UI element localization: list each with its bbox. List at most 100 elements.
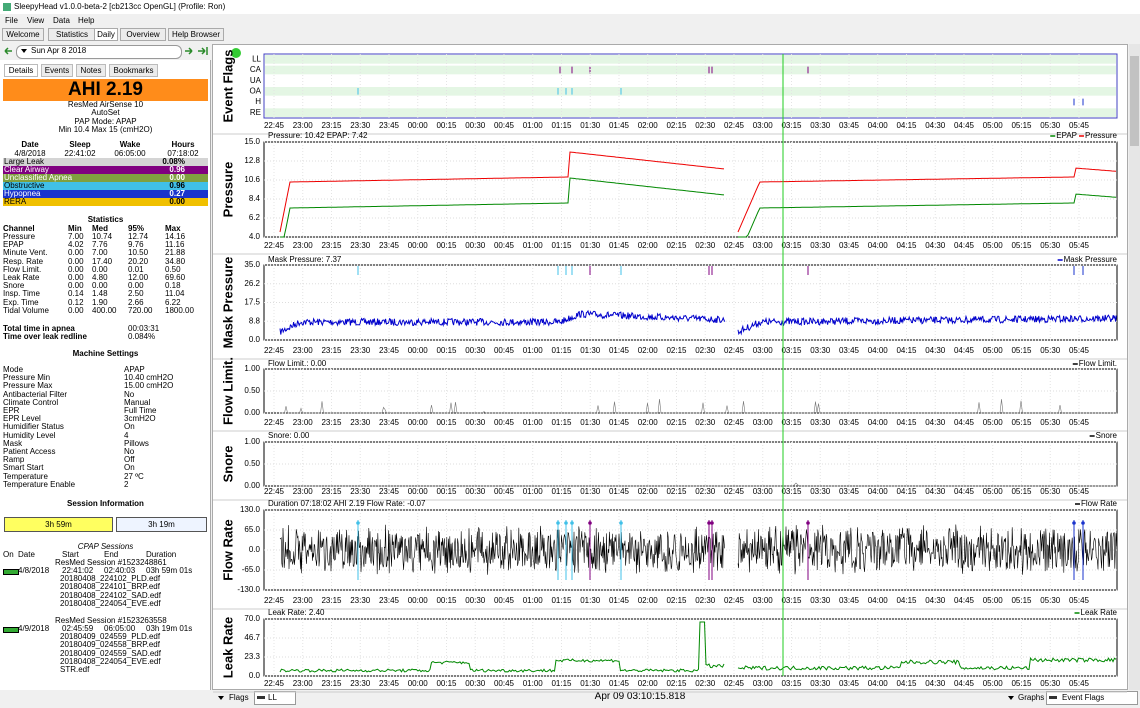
stats-cell: 0.00: [128, 281, 144, 291]
index-value: 0.96: [169, 181, 185, 190]
stats-cell: Minute Vent.: [3, 248, 48, 258]
stats-cell: 4.80: [92, 273, 108, 282]
menu-item[interactable]: Data: [53, 16, 70, 25]
menu-item[interactable]: Help: [78, 16, 95, 25]
side-tab[interactable]: Details: [4, 64, 38, 77]
session-end: 06:05:00: [104, 624, 136, 633]
setting-cell: Mode: [3, 365, 24, 374]
index-row: [3, 198, 208, 206]
flag-swatch: [257, 696, 265, 699]
setting-cell: Humidity Level: [3, 430, 56, 440]
stats-cell: 0.01: [128, 264, 144, 274]
total-cell: 0.084%: [128, 332, 156, 342]
stats-cell: 7.00: [68, 232, 84, 241]
session-header: Date: [18, 550, 35, 559]
session-duration: 03h 59m 01s: [146, 566, 193, 575]
setting-cell: 3cmH2O: [124, 414, 156, 424]
stats-cell: 0.00: [68, 264, 84, 274]
stats-cell: Leak Rate: [3, 273, 40, 282]
index-value: 0.08%: [162, 157, 185, 166]
stats-cell: Flow Limit.: [3, 264, 42, 274]
stats-cell: 1.90: [92, 297, 108, 307]
menu-item[interactable]: File: [5, 16, 18, 25]
stats-cell: Resp. Rate: [3, 256, 44, 266]
title-bar: [0, 0, 1140, 14]
stats-cell: 7.76: [92, 240, 108, 250]
menu-item[interactable]: View: [27, 16, 45, 25]
setting-cell: Manual: [124, 397, 151, 407]
session-header: Duration: [146, 550, 177, 559]
sleep-header: Wake: [119, 140, 141, 149]
setting-cell: 27 ºC: [124, 471, 144, 481]
stats-cell: 0.18: [165, 281, 181, 291]
tab[interactable]: Daily: [94, 28, 118, 41]
stats-cell: Snore: [3, 281, 25, 291]
setting-cell: Temperature: [3, 471, 48, 481]
session-file: 20180408_224101_BRP.edf: [60, 582, 160, 592]
graph-value: Event Flags: [1062, 693, 1105, 702]
index-row: [3, 174, 208, 182]
stats-header: 95%: [128, 224, 145, 233]
sleep-value: 22:41:02: [64, 149, 96, 158]
stats-cell: 0.00: [92, 264, 108, 274]
tab[interactable]: Welcome: [2, 28, 44, 41]
index-name: Large Leak: [4, 157, 45, 166]
session-file: 20180409_024558_BRP.edf: [60, 640, 160, 650]
setting-cell: 4: [124, 430, 129, 440]
stats-cell: Tidal Volume: [3, 305, 49, 315]
index-name: Hypopnea: [4, 189, 41, 198]
setting-cell: Ramp: [3, 455, 25, 465]
side-tab[interactable]: Bookmarks: [109, 64, 158, 77]
index-value: 0.00: [169, 173, 185, 182]
scrollbar[interactable]: [1129, 44, 1140, 690]
side-tab[interactable]: Notes: [76, 64, 106, 77]
session-file: 20180408_224102_PLD.edf: [60, 574, 161, 583]
stats-cell: 0.50: [165, 264, 181, 274]
session-bar[interactable]: 3h 19m: [116, 517, 207, 532]
sleep-value: 07:18:02: [167, 149, 199, 158]
tab[interactable]: Help Browser: [168, 28, 224, 41]
scroll-thumb[interactable]: [1130, 56, 1139, 146]
session-name: ResMed Session #1523263558: [55, 616, 167, 625]
stats-header: Channel: [3, 224, 35, 233]
index-row: [3, 166, 208, 174]
list-title: CPAP Sessions: [77, 542, 134, 551]
tab[interactable]: Statistics: [48, 28, 96, 41]
ahi-box: AHI 2.19: [3, 79, 208, 101]
stats-cell: 1.48: [92, 289, 108, 299]
window-title: SleepyHead v1.0.0-beta-2 [cb213cc OpenGL…: [14, 2, 226, 11]
stats-cell: Insp. Time: [3, 289, 40, 299]
setting-cell: On: [124, 463, 135, 473]
stats-header: Max: [165, 224, 181, 233]
index-value: 0.00: [169, 197, 185, 206]
date-combo[interactable]: [16, 45, 182, 59]
setting-cell: On: [124, 422, 135, 432]
section-title: Statistics: [87, 215, 124, 224]
setting-cell: 2: [124, 479, 129, 489]
graphs-button[interactable]: Graphs: [1018, 693, 1045, 702]
setting-cell: 10.40 cmH2O: [124, 373, 174, 383]
index-row: [3, 158, 208, 166]
setting-cell: Pressure Max: [3, 381, 53, 391]
stats-cell: Pressure: [3, 232, 36, 241]
stats-cell: 34.80: [165, 256, 186, 266]
stats-header: Min: [68, 224, 82, 233]
session-start: 22:41:02: [62, 566, 94, 575]
tab[interactable]: Overview: [120, 28, 166, 41]
stats-cell: 14.16: [165, 232, 186, 241]
section-title: Session Information: [67, 499, 144, 508]
sleep-value: 06:05:00: [114, 149, 146, 158]
index-value: 0.27: [169, 189, 185, 198]
setting-cell: Pillows: [124, 438, 149, 448]
session-duration: 03h 19m 01s: [146, 624, 193, 633]
side-tab[interactable]: Events: [41, 64, 73, 77]
session-toggle[interactable]: [3, 569, 19, 575]
session-bar[interactable]: 3h 59m: [4, 517, 113, 532]
setting-cell: Climate Control: [3, 397, 59, 407]
session-date: 4/9/2018: [18, 624, 50, 633]
stats-cell: 6.22: [165, 297, 181, 307]
session-toggle[interactable]: [3, 627, 19, 633]
stats-cell: 9.76: [128, 240, 144, 250]
setting-cell: Pressure Min: [3, 373, 51, 383]
flags-button[interactable]: Flags: [229, 693, 249, 702]
